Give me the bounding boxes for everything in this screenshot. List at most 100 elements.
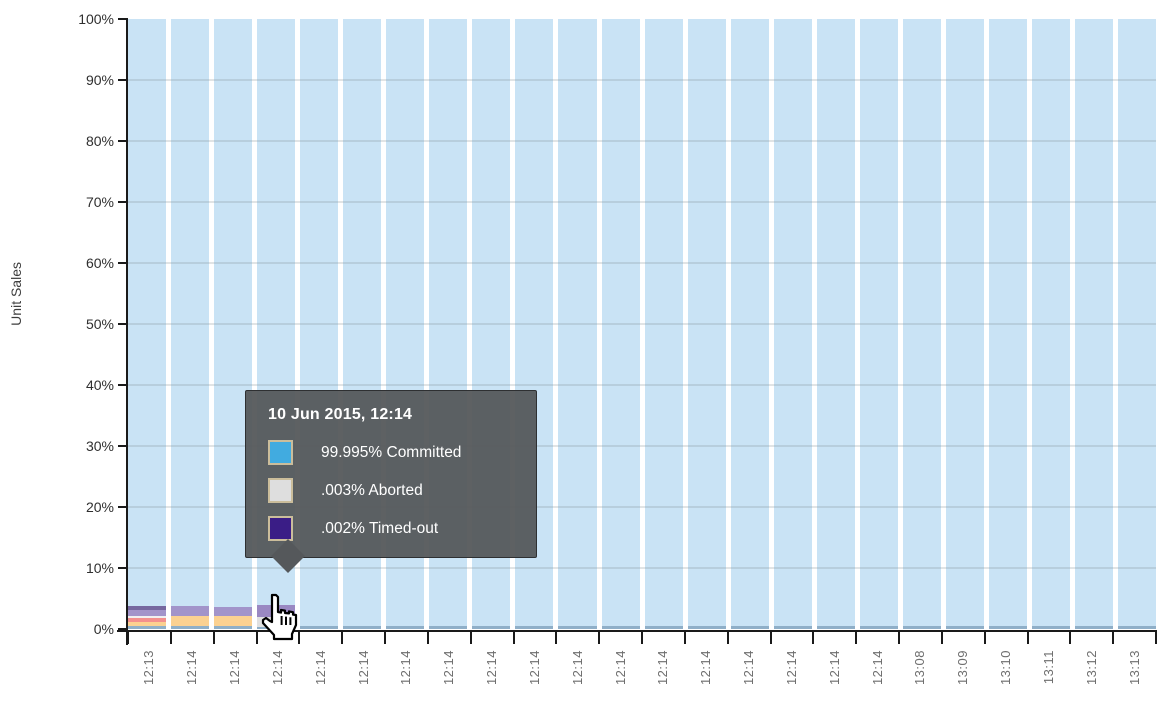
y-axis-tick-label: 60% — [85, 255, 114, 271]
y-axis-line — [126, 18, 128, 645]
bar-segment — [945, 626, 984, 629]
x-axis-tick — [984, 631, 986, 644]
x-axis-tick-label: 12:14 — [270, 650, 285, 686]
y-axis-tick — [118, 323, 126, 325]
x-axis-line — [117, 630, 1157, 632]
bar[interactable] — [773, 19, 812, 629]
legend-swatch-icon — [268, 440, 293, 465]
x-axis-tick — [127, 631, 129, 644]
x-axis-tick-label: 12:14 — [698, 650, 713, 686]
y-axis-tick-label: 80% — [85, 133, 114, 149]
bar-segment — [386, 626, 425, 629]
x-axis-tick-label: 12:14 — [484, 650, 499, 686]
tooltip-row-label: .002% Timed-out — [321, 519, 439, 537]
bar-segment — [128, 609, 167, 616]
x-axis-tick — [298, 631, 300, 644]
tooltip-row-label: 99.995% Committed — [321, 443, 462, 461]
x-axis-tick — [1069, 631, 1071, 644]
bar[interactable] — [945, 19, 984, 629]
bar-segment — [816, 626, 855, 629]
bar[interactable] — [730, 19, 769, 629]
bar[interactable] — [902, 19, 941, 629]
bar-segment — [515, 626, 554, 629]
bar[interactable] — [601, 19, 640, 629]
x-axis-tick-label: 12:14 — [741, 650, 756, 686]
legend-swatch-icon — [268, 478, 293, 503]
bar-segment — [1118, 626, 1157, 629]
y-axis-tick-label: 40% — [85, 377, 114, 393]
x-axis-tick-label: 12:14 — [313, 650, 328, 686]
x-axis-tick — [555, 631, 557, 644]
x-axis-tick-label: 12:14 — [784, 650, 799, 686]
bar[interactable] — [558, 19, 597, 629]
x-axis-tick-label: 12:14 — [441, 650, 456, 686]
tooltip: 10 Jun 2015, 12:14 99.995% Committed .003… — [245, 390, 537, 573]
y-axis-tick — [118, 79, 126, 81]
x-axis-tick — [1112, 631, 1114, 644]
bar[interactable] — [644, 19, 683, 629]
y-axis-tick-label: 20% — [85, 499, 114, 515]
x-axis-tick — [1155, 631, 1157, 644]
x-axis-tick — [598, 631, 600, 644]
x-axis-tick-label: 13:10 — [998, 650, 1013, 686]
hand-cursor-icon — [261, 593, 298, 641]
bar[interactable] — [988, 19, 1027, 629]
bar-segment — [343, 626, 382, 629]
bar-segment — [429, 626, 468, 629]
bar[interactable] — [859, 19, 898, 629]
tooltip-title: 10 Jun 2015, 12:14 — [268, 406, 413, 423]
bar-segment — [1031, 626, 1071, 629]
tooltip-row-label: .003% Aborted — [321, 481, 423, 499]
y-axis-tick — [118, 201, 126, 203]
bar[interactable] — [1118, 19, 1157, 629]
y-axis-tick — [118, 140, 126, 142]
x-axis-tick-label: 12:14 — [613, 650, 628, 686]
bar-segment — [171, 626, 210, 629]
x-axis-tick — [941, 631, 943, 644]
bar[interactable] — [1031, 19, 1071, 629]
y-axis-tick — [118, 628, 126, 630]
bar-segment — [687, 626, 726, 629]
y-axis-tick-label: 70% — [85, 194, 114, 210]
y-axis-tick-label: 90% — [85, 72, 114, 88]
bar[interactable] — [1075, 19, 1114, 629]
bar-segment — [128, 605, 167, 610]
y-axis-tick-label: 50% — [85, 316, 114, 332]
x-axis-tick — [213, 631, 215, 644]
x-axis-tick — [1027, 631, 1029, 644]
y-axis-tick-label: 0% — [93, 621, 114, 637]
bar[interactable] — [171, 19, 210, 629]
bar-segment — [171, 615, 210, 627]
x-axis-tick — [641, 631, 643, 644]
bar-segment — [558, 626, 597, 629]
bar-segment — [171, 606, 210, 616]
x-axis-tick-label: 13:09 — [955, 650, 970, 686]
bar[interactable] — [816, 19, 855, 629]
x-axis-tick-label: 12:14 — [570, 650, 585, 686]
bar[interactable] — [128, 19, 167, 629]
x-axis-tick-label: 12:14 — [870, 650, 885, 686]
bar-segment — [644, 626, 683, 629]
y-axis-tick — [118, 567, 126, 569]
x-axis-tick-label: 13:11 — [1041, 650, 1056, 685]
x-axis-tick — [684, 631, 686, 644]
y-axis-tick-label: 10% — [85, 560, 114, 576]
bar-segment — [300, 626, 339, 629]
x-axis-tick-label: 12:14 — [398, 650, 413, 686]
x-axis-tick — [170, 631, 172, 644]
bar-segment — [601, 626, 640, 629]
bar-segment — [128, 622, 167, 626]
tooltip-row: .002% Timed-out — [268, 516, 518, 541]
x-axis-tick-label: 12:14 — [356, 650, 371, 686]
bar-segment — [128, 618, 167, 622]
bar-segment — [214, 615, 253, 627]
bar-segment — [988, 626, 1027, 629]
x-axis-tick — [341, 631, 343, 644]
bar[interactable] — [687, 19, 726, 629]
y-axis-tick-label: 100% — [78, 11, 114, 27]
bar-segment — [730, 626, 769, 629]
bar-segment — [214, 626, 253, 629]
x-axis-tick — [770, 631, 772, 644]
x-axis-tick — [427, 631, 429, 644]
